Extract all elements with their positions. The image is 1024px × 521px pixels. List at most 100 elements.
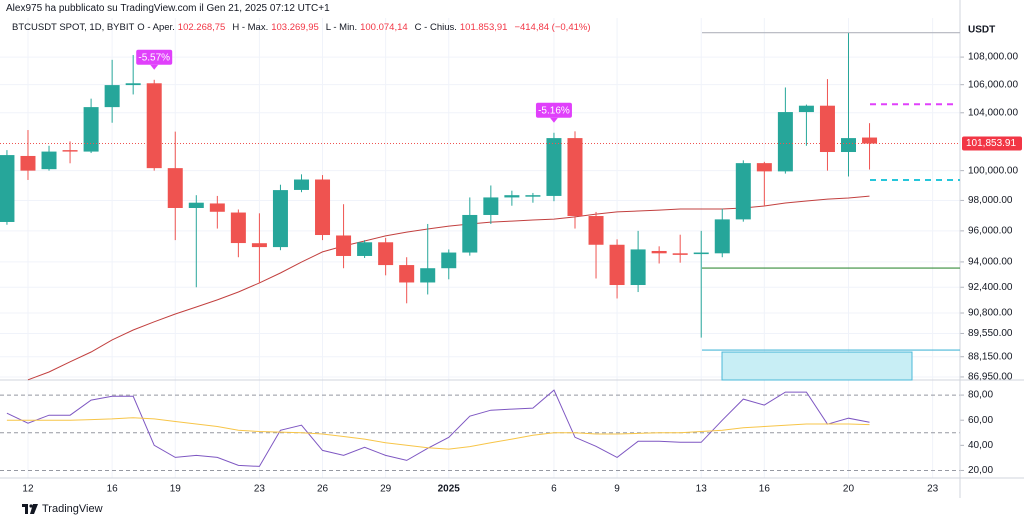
y-tick-label: 94,000.00: [968, 257, 1013, 268]
candle-body: [777, 112, 793, 172]
legend-value: 103.269,95: [271, 22, 319, 33]
candle-body: [336, 235, 352, 256]
candle-body: [146, 83, 162, 169]
y-unit: USDT: [968, 25, 995, 36]
y-tick-label: 90,800.00: [968, 308, 1013, 319]
x-tick-label: 23: [927, 484, 939, 495]
candle-body: [167, 168, 183, 208]
symbol: BTCUSDT SPOT, 1D, BYBIT: [12, 22, 135, 33]
candle-body: [104, 85, 120, 108]
candle-body: [567, 138, 583, 217]
y-tick-label: 80,00: [968, 390, 993, 401]
candle-body: [462, 214, 478, 253]
legend-value: 102.268,75: [177, 22, 226, 33]
candle-body: [41, 151, 57, 170]
candle-body: [525, 195, 541, 197]
candle-body: [315, 179, 331, 236]
annotation: -5.57%: [138, 52, 170, 63]
annotation-box: [535, 102, 572, 118]
x-tick-label: 12: [22, 484, 34, 495]
candle-body: [251, 243, 267, 248]
y-tick-label: 86,950.00: [968, 372, 1013, 383]
annotation-arrow: [549, 117, 558, 123]
legend-label: L - Min.: [325, 22, 358, 33]
legend-label: C - Chius.: [414, 22, 457, 33]
annotation: -5.16%: [538, 105, 570, 116]
y-tick-label: 100,000.00: [968, 165, 1018, 176]
candle-body: [672, 253, 688, 255]
chart: 12 16 19 23 26 29 2025 6 9 13 16 20 23 108,000.00 106,…: [0, 0, 1024, 498]
candle-body: [819, 105, 835, 153]
candle-body: [651, 250, 667, 254]
y-tick-label: 104,000.00: [968, 107, 1018, 118]
y-tick-label: 92,400.00: [968, 282, 1013, 293]
legend-label: H - Max.: [232, 22, 269, 33]
x-tick-label: 29: [380, 484, 392, 495]
candle-body: [798, 105, 814, 113]
candle-body: [62, 150, 78, 152]
candle-body: [272, 190, 288, 248]
last-price-label: 101,853.91: [966, 138, 1016, 149]
candle-body: [230, 212, 246, 244]
legend: BTCUSDT SPOT, 1D, BYBIT O - Aper. 102.268…: [12, 22, 595, 33]
y-tick-label: 98,000.00: [968, 195, 1013, 206]
x-tick-label: 13: [696, 484, 708, 495]
x-tick-label: 16: [107, 484, 119, 495]
candle-body: [441, 252, 457, 269]
last-price-box: [962, 136, 1022, 151]
header: Alex975 ha pubblicato su TradingView.com…: [6, 3, 330, 14]
legend-change: −414,84 (−0,41%): [514, 22, 591, 33]
candle-body: [188, 202, 204, 208]
x-tick-label: 6: [551, 484, 557, 495]
y-tick-label: 60,00: [968, 415, 993, 426]
logo: [22, 504, 38, 514]
x-tick-label: 9: [614, 484, 620, 495]
y-tick-label: 88,150.00: [968, 351, 1013, 362]
legend-label: O - Aper.: [137, 22, 175, 33]
candle-body: [756, 163, 772, 172]
y-tick-label: 108,000.00: [968, 52, 1018, 63]
candle-body: [546, 138, 562, 196]
candle-body: [714, 219, 730, 254]
candle-body: [125, 83, 141, 86]
candle-body: [0, 155, 15, 222]
candle-body: [588, 216, 604, 245]
moving-average: [27, 195, 870, 381]
candle-body: [357, 242, 373, 256]
y-tick-label: 96,000.00: [968, 226, 1013, 237]
y-tick-label: 106,000.00: [968, 79, 1018, 90]
candle-body: [483, 197, 499, 215]
candle-body: [609, 244, 625, 286]
candle-body: [862, 137, 878, 144]
legend-value: 100.074,14: [360, 22, 408, 33]
candle-body: [293, 179, 309, 190]
y-tick-label: 40,00: [968, 440, 993, 451]
indicator-line: [6, 417, 870, 450]
candle-body: [378, 242, 394, 266]
annotation-arrow: [150, 64, 159, 70]
candle-body: [504, 195, 520, 198]
candle-body: [83, 107, 99, 152]
candle-body: [693, 252, 709, 255]
indicator-line: [6, 389, 870, 467]
footer: TradingView: [22, 503, 103, 515]
candle-body: [20, 155, 36, 171]
legend-value: 101.853,91: [459, 22, 508, 33]
candle-body: [630, 249, 646, 286]
candle-body: [399, 265, 415, 283]
y-tick-label: 89,550.00: [968, 328, 1013, 339]
candle-body: [209, 203, 225, 212]
footer-text: TradingView: [42, 503, 103, 515]
x-tick-label: 16: [759, 484, 771, 495]
candle-body: [420, 268, 436, 283]
x-tick-label: 2025: [438, 484, 461, 495]
zone: [721, 351, 913, 381]
candle-body: [735, 163, 751, 220]
x-tick-label: 19: [170, 484, 182, 495]
candle-body: [840, 138, 856, 153]
x-tick-label: 23: [254, 484, 266, 495]
y-tick-label: 20,00: [968, 465, 993, 476]
annotation-box: [136, 49, 173, 65]
x-tick-label: 26: [317, 484, 329, 495]
